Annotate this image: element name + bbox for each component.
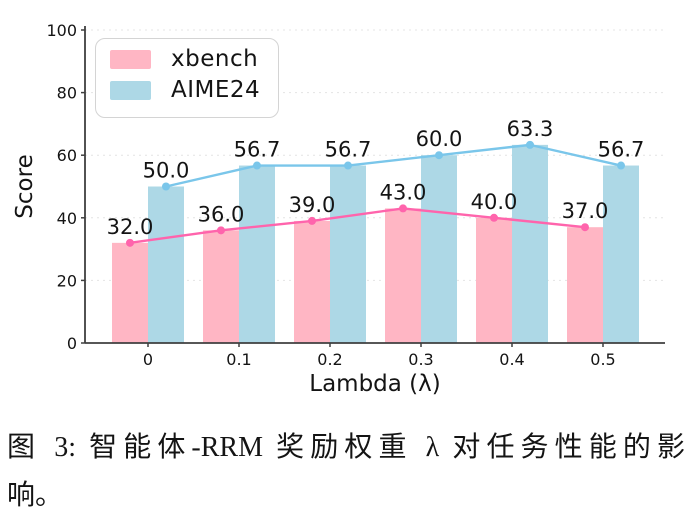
value-label-AIME24-0: 50.0 [143,159,190,183]
marker-AIME24-0.1 [253,161,261,170]
y-tick-label-40: 40 [57,209,77,228]
x-tick-label-0: 0 [143,350,153,369]
marker-AIME24-0 [162,182,170,191]
value-label-AIME24-0.2: 56.7 [325,138,372,162]
legend-item-xbench: xbench [110,48,278,71]
legend-label-xbench: xbench [171,46,259,72]
bar-xbench-0.2 [294,220,330,343]
x-tick-label-0.1: 0.1 [226,350,251,369]
bar-xbench-0.1 [203,230,239,343]
value-label-xbench-0.3: 43.0 [380,180,427,204]
bar-xbench-0.5 [567,227,603,343]
legend-label-aime24: AIME24 [171,77,261,103]
value-label-AIME24-0.5: 56.7 [598,138,645,162]
y-axis-title: Score [12,154,38,218]
x-tick-label-0.2: 0.2 [317,350,342,369]
value-label-AIME24-0.1: 56.7 [234,138,281,162]
value-label-xbench-0: 32.0 [107,215,154,239]
caption-line-1: 图 3: 智能体-RRM 奖励权重 λ 对任务性能的影 [7,432,685,463]
line-AIME24 [165,143,622,188]
y-tick-label-60: 60 [57,146,77,165]
bar-AIME24-0.2 [330,165,366,343]
figure-caption: 图 3: 智能体-RRM 奖励权重 λ 对任务性能的影 响。 [0,424,688,520]
chart-legend: xbench AIME24 [95,38,279,118]
legend-swatch-aime24 [110,81,151,100]
marker-xbench-0.4 [490,213,498,222]
marker-xbench-0 [126,238,134,247]
bar-AIME24-0.1 [239,165,275,343]
value-label-xbench-0.5: 37.0 [562,199,609,223]
x-tick-label-0.3: 0.3 [408,350,433,369]
bar-AIME24-0.3 [421,155,457,343]
value-label-AIME24-0.4: 63.3 [507,117,554,141]
y-tick-label-0: 0 [67,334,77,353]
marker-xbench-0.2 [308,216,316,225]
bar-AIME24-0.5 [603,165,639,343]
y-tick-label-100: 100 [46,21,77,40]
line-xbench [129,207,586,245]
y-tick-label-80: 80 [57,84,77,103]
marker-AIME24-0.4 [526,140,534,149]
value-label-AIME24-0.3: 60.0 [416,127,463,151]
bar-xbench-0.4 [476,217,512,343]
value-label-xbench-0.1: 36.0 [198,202,245,226]
bar-AIME24-0.4 [512,144,548,343]
marker-AIME24-0.3 [435,151,443,160]
value-label-xbench-0.4: 40.0 [471,190,518,214]
score-lambda-chart: 32.0 36.0 39.0 43.0 40.0 37.0 50.0 56.7 56.7 60.0… [12,21,665,397]
x-axis-title: Lambda (λ) [309,371,440,397]
marker-xbench-0.1 [217,226,225,235]
marker-xbench-0.3 [399,204,407,213]
y-tick-label-20: 20 [57,271,77,290]
bar-xbench-0 [112,242,148,343]
bar-AIME24-0 [148,186,184,343]
bar-xbench-0.3 [385,208,421,343]
marker-AIME24-0.5 [617,161,625,170]
legend-item-aime24: AIME24 [110,79,278,102]
value-label-xbench-0.2: 39.0 [289,193,336,217]
marker-xbench-0.5 [581,223,589,232]
x-tick-label-0.5: 0.5 [590,350,615,369]
marker-AIME24-0.2 [344,161,352,170]
legend-swatch-xbench [110,50,151,69]
caption-line-2: 响。 [7,480,64,511]
x-tick-label-0.4: 0.4 [499,350,524,369]
chart-canvas: 32.0 36.0 39.0 43.0 40.0 37.0 50.0 56.7 56.7 60.0… [12,21,665,397]
